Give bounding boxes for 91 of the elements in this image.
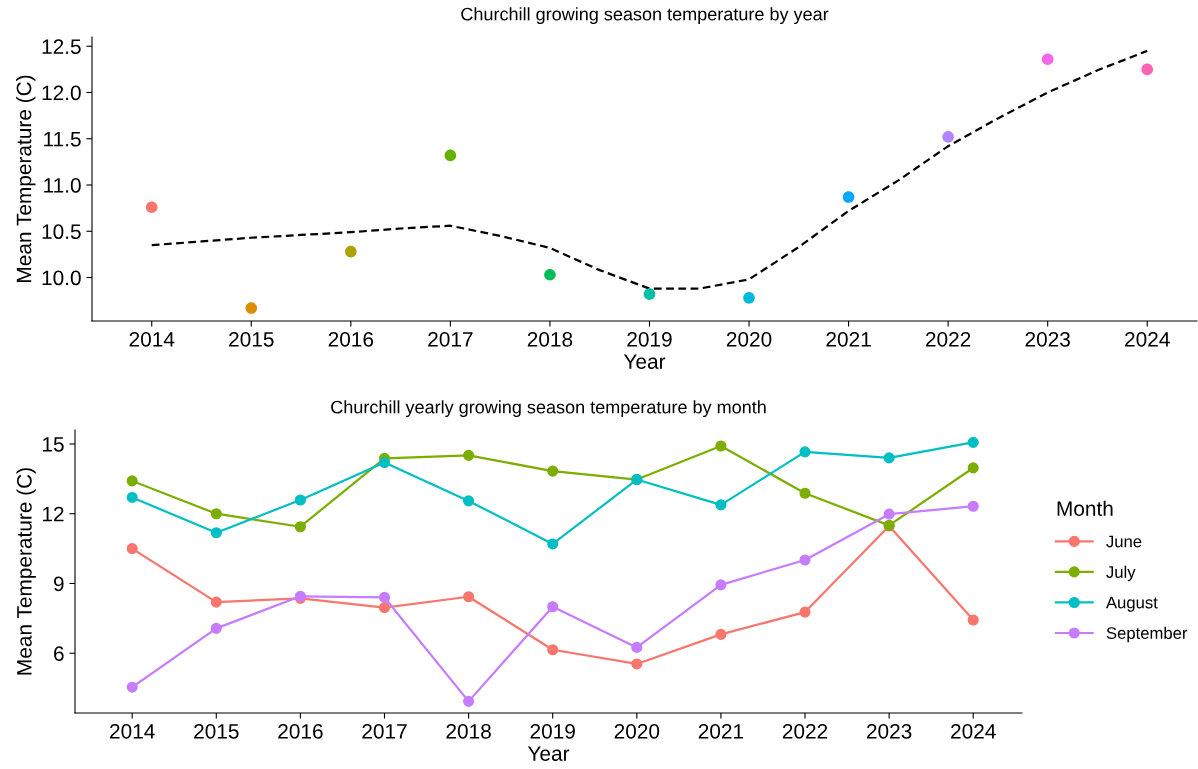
y-tick-label: 11.0 [44, 178, 81, 193]
point [378, 591, 391, 603]
x-tick-label: 2017 [362, 723, 407, 739]
point [715, 579, 727, 591]
point [547, 465, 559, 477]
x-tick-label: 2021 [826, 331, 871, 347]
point [210, 527, 222, 539]
point [126, 491, 138, 503]
point [967, 462, 979, 474]
x-tick-label: 2019 [530, 723, 575, 739]
point [799, 554, 811, 566]
x-tick-label: 2017 [428, 331, 473, 347]
x-tick-label: 2021 [698, 723, 744, 739]
x-tick-label: 2018 [527, 331, 573, 347]
legend-label: July [1106, 565, 1136, 582]
point [210, 622, 222, 634]
point [631, 641, 643, 653]
point [883, 508, 895, 520]
point [378, 456, 391, 469]
y-tick-label: 6 [54, 646, 64, 661]
x-tick-label: 2023 [866, 723, 912, 739]
point [1141, 63, 1154, 76]
point [799, 487, 811, 499]
chart-title: Churchill yearly growing season temperature by month [331, 400, 766, 418]
legend-label: September [1106, 626, 1188, 643]
x-tick-label: 2016 [328, 331, 374, 347]
x-tick-label: 2019 [627, 331, 672, 347]
y-tick-label: 9 [53, 576, 64, 592]
point [883, 452, 895, 464]
x-tick-label: 2022 [926, 331, 971, 347]
point [715, 440, 727, 452]
legend-label: August [1105, 596, 1158, 612]
point [715, 499, 727, 511]
y-tick-label: 12.5 [42, 39, 81, 54]
point [743, 292, 755, 304]
point [1041, 53, 1054, 66]
point [126, 543, 138, 555]
point [245, 302, 258, 314]
y-axis-title: Mean Temperature (C) [16, 75, 36, 282]
point [967, 500, 979, 512]
y-tick-label: 12 [43, 506, 64, 522]
point [967, 436, 979, 448]
point [547, 644, 559, 656]
point [294, 494, 306, 506]
point [126, 475, 138, 487]
point [294, 521, 306, 533]
point [463, 695, 475, 707]
point [631, 658, 643, 670]
point [799, 606, 811, 618]
y-tick-label: 12.0 [42, 85, 81, 101]
x-tick-label: 2023 [1025, 331, 1070, 347]
y-axis-title: Mean Temperature (C) [16, 468, 36, 675]
x-axis-title: Year [527, 746, 570, 761]
x-tick-label: 2024 [1125, 331, 1170, 347]
x-tick-label: 2024 [951, 723, 996, 739]
legend-label: June [1106, 535, 1142, 548]
y-tick-label: 15 [43, 437, 64, 452]
point [967, 614, 979, 626]
point [378, 602, 391, 614]
point [444, 149, 457, 162]
point [547, 601, 559, 613]
point [210, 596, 222, 608]
point [345, 245, 357, 258]
x-tick-label: 2015 [194, 723, 239, 739]
x-tick-label: 2014 [110, 723, 155, 739]
point [463, 495, 475, 507]
point [547, 538, 559, 550]
y-tick-label: 10.5 [42, 224, 81, 240]
point [463, 591, 475, 603]
point [715, 628, 727, 640]
x-tick-label: 2020 [726, 331, 772, 347]
point [145, 201, 158, 214]
x-tick-label: 2015 [229, 331, 274, 347]
point [544, 268, 556, 281]
legend-title: Month [1057, 500, 1113, 517]
point [799, 446, 811, 458]
point [942, 131, 954, 143]
y-tick-label: 10.0 [42, 270, 81, 286]
chart-title: Churchill growing season temperature by year [461, 7, 829, 25]
y-tick-label: 11.5 [44, 131, 81, 147]
point [210, 508, 222, 520]
x-tick-label: 2016 [278, 723, 323, 739]
x-tick-label: 2014 [129, 331, 175, 347]
x-tick-label: 2022 [782, 723, 828, 739]
x-tick-label: 2018 [446, 723, 491, 739]
point [126, 681, 138, 693]
point [842, 191, 855, 203]
point [463, 449, 475, 461]
x-tick-label: 2020 [614, 723, 660, 739]
point [643, 288, 656, 300]
x-axis-title: Year [623, 354, 666, 369]
